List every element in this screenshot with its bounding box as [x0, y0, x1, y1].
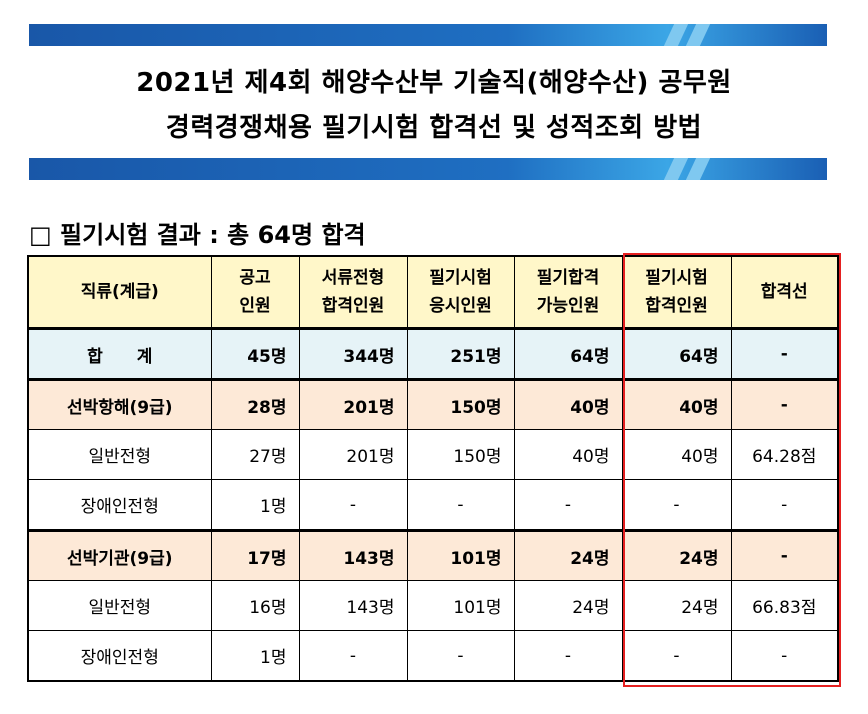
value-cell: 17명 [210, 529, 300, 581]
value-cell: 150명 [406, 378, 515, 430]
value-cell: 40명 [513, 378, 623, 430]
table-group-row: 선박기관(9급) 17명 143명 101명 24명 24명 - [27, 529, 839, 581]
value-cell: - [621, 479, 732, 531]
value-cell: 1명 [210, 479, 300, 531]
value-cell: - [513, 479, 623, 531]
value-cell: 64.28점 [730, 429, 839, 480]
row-label-cell: 일반전형 [27, 429, 212, 480]
banner-stripe [663, 158, 689, 180]
value-cell: 40명 [513, 429, 623, 480]
bottom-banner [29, 158, 827, 180]
header-cell: 서류전형 합격인원 [298, 255, 408, 329]
banner-stripe [685, 24, 711, 46]
top-banner [29, 24, 827, 46]
value-cell: 16명 [210, 580, 300, 631]
value-cell: 24명 [621, 529, 732, 581]
table-header-row: 직류(계급) 공고 인원 서류전형 합격인원 필기시험 응시인원 필기합격 가능인원 필… [27, 255, 839, 329]
value-cell: - [730, 327, 839, 380]
value-cell: 143명 [298, 529, 408, 581]
value-cell: - [621, 630, 732, 682]
value-cell: - [298, 479, 408, 531]
table-total-row: 합 계 45명 344명 251명 64명 64명 - [27, 327, 839, 380]
value-cell: 143명 [298, 580, 408, 631]
row-label-cell: 선박기관(9급) [27, 529, 212, 581]
header-cell: 직류(계급) [27, 255, 212, 329]
header-cell: 필기시험 응시인원 [406, 255, 515, 329]
section-heading: □ 필기시험 결과 : 총 64명 합격 [29, 221, 366, 249]
page-title-line2: 경력경쟁채용 필기시험 합격선 및 성적조회 방법 [165, 113, 703, 143]
banner-stripe [685, 158, 711, 180]
value-cell: - [406, 630, 515, 682]
value-cell: 101명 [406, 580, 515, 631]
value-cell: 24명 [513, 580, 623, 631]
value-cell: 24명 [513, 529, 623, 581]
value-cell: 64명 [513, 327, 623, 380]
value-cell: 28명 [210, 378, 300, 430]
page-title-line1: 2021년 제4회 해양수산부 기술직(해양수산) 공무원 [136, 68, 732, 98]
value-cell: 201명 [298, 429, 408, 480]
header-cell: 필기시험 합격인원 [621, 255, 732, 329]
value-cell: 45명 [210, 327, 300, 380]
table-subrow: 장애인전형 1명 - - - - - [27, 630, 839, 682]
value-cell: - [513, 630, 623, 682]
value-cell: 201명 [298, 378, 408, 430]
header-cell: 필기합격 가능인원 [513, 255, 623, 329]
value-cell: 150명 [406, 429, 515, 480]
value-cell: 40명 [621, 429, 732, 480]
row-label-cell: 일반전형 [27, 580, 212, 631]
table-group-row: 선박항해(9급) 28명 201명 150명 40명 40명 - [27, 378, 839, 430]
header-cell: 공고 인원 [210, 255, 300, 329]
table-subrow: 일반전형 16명 143명 101명 24명 24명 66.83점 [27, 580, 839, 631]
value-cell: - [298, 630, 408, 682]
value-cell: 344명 [298, 327, 408, 380]
value-cell: 101명 [406, 529, 515, 581]
value-cell: - [730, 630, 839, 682]
value-cell: 1명 [210, 630, 300, 682]
value-cell: - [730, 479, 839, 531]
results-table: 직류(계급) 공고 인원 서류전형 합격인원 필기시험 응시인원 필기합격 가능인원 필… [27, 255, 839, 682]
value-cell: - [730, 378, 839, 430]
row-label-cell: 합 계 [27, 327, 212, 380]
row-label-cell: 장애인전형 [27, 630, 212, 682]
value-cell: 27명 [210, 429, 300, 480]
value-cell: 40명 [621, 378, 732, 430]
row-label-cell: 선박항해(9급) [27, 378, 212, 430]
header-cell: 합격선 [730, 255, 839, 329]
table-subrow: 장애인전형 1명 - - - - - [27, 479, 839, 531]
value-cell: 66.83점 [730, 580, 839, 631]
value-cell: - [406, 479, 515, 531]
value-cell: - [730, 529, 839, 581]
value-cell: 24명 [621, 580, 732, 631]
table-subrow: 일반전형 27명 201명 150명 40명 40명 64.28점 [27, 429, 839, 480]
row-label-cell: 장애인전형 [27, 479, 212, 531]
value-cell: 251명 [406, 327, 515, 380]
banner-stripe [663, 24, 689, 46]
value-cell: 64명 [621, 327, 732, 380]
